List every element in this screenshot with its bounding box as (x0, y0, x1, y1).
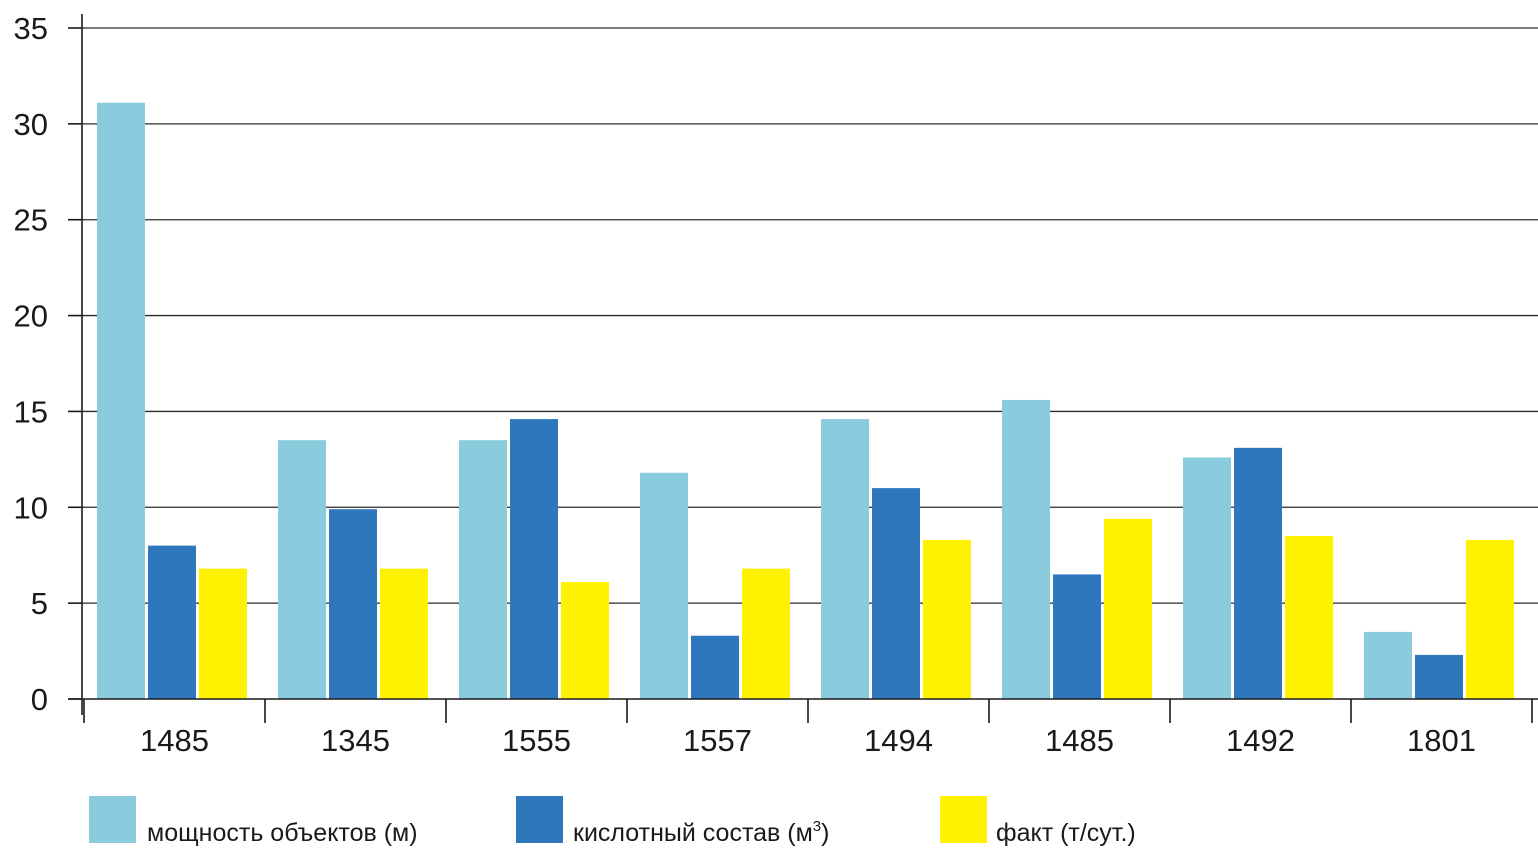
bars (97, 102, 1514, 700)
bar-1-8 (1364, 631, 1412, 699)
y-tick-label-5: 5 (31, 586, 48, 621)
bar-2-2 (329, 509, 377, 699)
x-tick-label-1: 1485 (140, 723, 209, 758)
bar-3-6 (1104, 518, 1152, 699)
bar-2-8 (1415, 654, 1463, 699)
bar-3-5 (923, 539, 971, 699)
x-tick-label-7: 1492 (1226, 723, 1295, 758)
bar-1-5 (821, 419, 869, 699)
bar-2-5 (872, 488, 920, 699)
bar-2-1 (148, 545, 196, 699)
bar-2-4 (691, 635, 739, 699)
bar-2-6 (1053, 574, 1101, 699)
x-tick-label-2: 1345 (321, 723, 390, 758)
bar-1-2 (278, 440, 326, 699)
bar-3-2 (380, 568, 428, 699)
axes (68, 14, 1538, 723)
y-tick-label-0: 0 (31, 682, 48, 717)
x-tick-label-6: 1485 (1045, 723, 1114, 758)
x-tick-label-5: 1494 (864, 723, 933, 758)
x-tick-label-3: 1555 (502, 723, 571, 758)
bar-3-8 (1466, 539, 1514, 699)
y-tick-label-25: 25 (14, 203, 48, 238)
bar-1-7 (1183, 457, 1231, 699)
y-tick-label-20: 20 (14, 299, 48, 334)
bar-3-7 (1285, 536, 1333, 699)
x-axis-tick-labels: 1485 1345 1555 1557 1494 1485 1492 1801 (140, 723, 1476, 758)
y-axis-tick-labels: 0 5 10 15 20 25 30 35 (14, 11, 48, 717)
x-tick-label-8: 1801 (1407, 723, 1476, 758)
y-tick-label-30: 30 (14, 107, 48, 142)
bar-3-4 (742, 568, 790, 699)
bar-2-7 (1234, 447, 1282, 699)
y-tick-label-10: 10 (14, 490, 48, 525)
bar-1-6 (1002, 399, 1050, 699)
bar-3-3 (561, 582, 609, 699)
bar-1-3 (459, 440, 507, 699)
bar-3-1 (199, 568, 247, 699)
y-tick-label-15: 15 (14, 394, 48, 429)
bar-1-4 (640, 472, 688, 699)
x-tick-label-4: 1557 (683, 723, 752, 758)
bar-1-1 (97, 102, 145, 700)
y-tick-label-35: 35 (14, 11, 48, 46)
bar-2-3 (510, 419, 558, 699)
